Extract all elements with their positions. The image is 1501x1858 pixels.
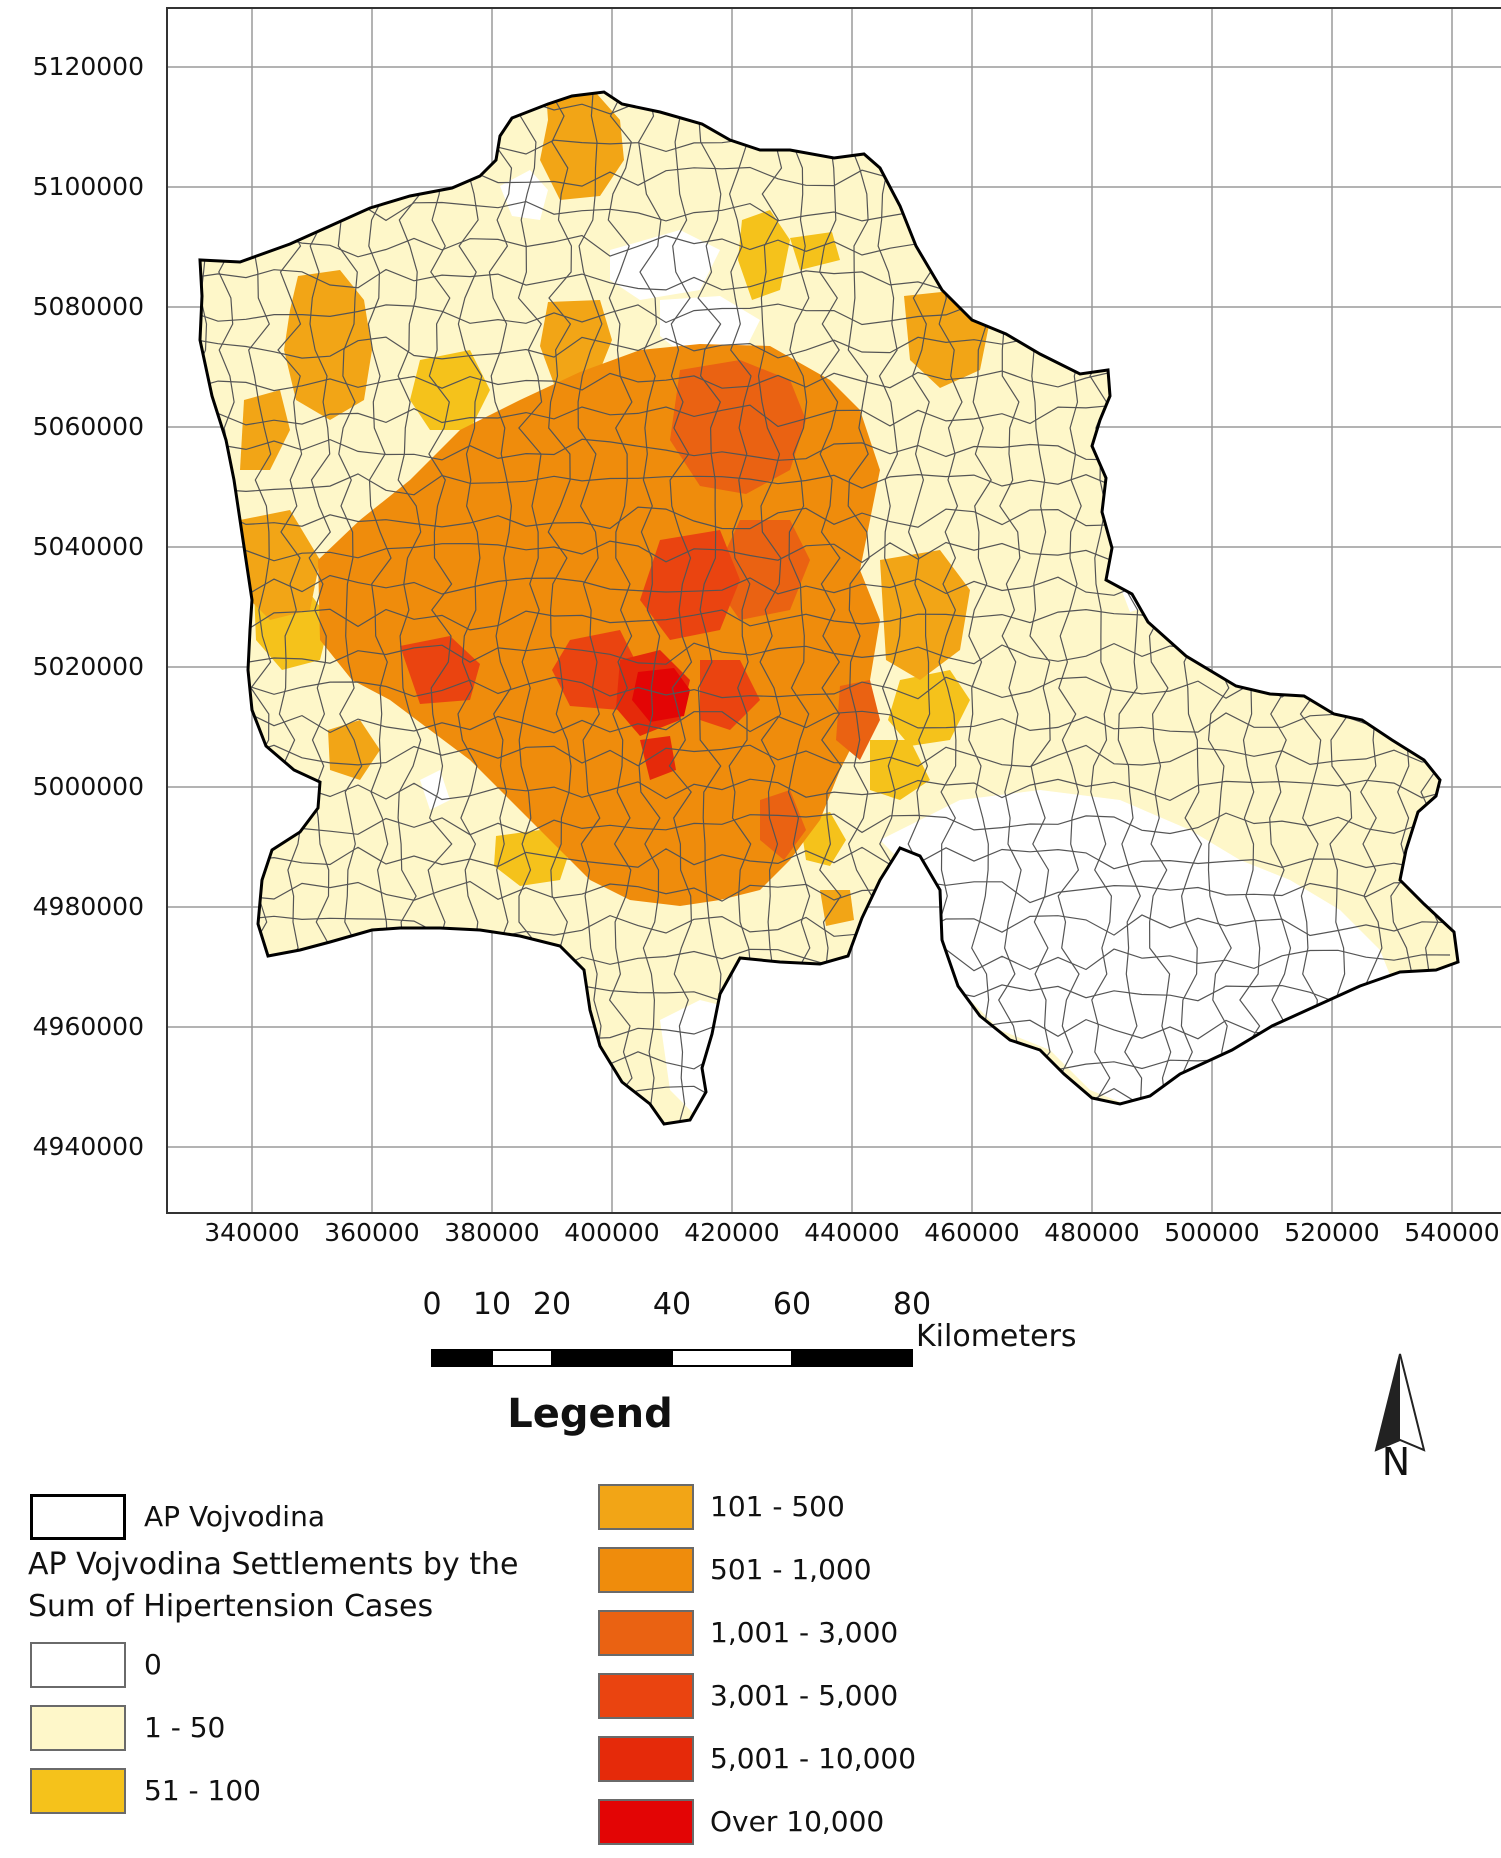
settlement-boundary xyxy=(200,132,1451,155)
x-tick-label: 460000 xyxy=(924,1218,1020,1247)
settlement-boundary xyxy=(200,914,1451,938)
boundary-label: AP Vojvodina xyxy=(144,1500,325,1533)
class-label: 51 - 100 xyxy=(144,1774,261,1807)
settlement-boundary xyxy=(577,92,603,1124)
settlement-boundary xyxy=(607,92,633,1124)
x-tick-label: 420000 xyxy=(684,1218,780,1247)
class-label: 0 xyxy=(144,1648,162,1681)
x-tick-label: 380000 xyxy=(444,1218,540,1247)
class-label: 1,001 - 3,000 xyxy=(710,1616,899,1649)
boundary-swatch xyxy=(30,1494,126,1540)
class-swatch xyxy=(598,1799,694,1845)
scale-bar-unit: Kilometers xyxy=(916,1319,1077,1354)
class-swatch xyxy=(598,1547,694,1593)
class-label: 501 - 1,000 xyxy=(710,1553,872,1586)
x-tick-label: 520000 xyxy=(1284,1218,1380,1247)
x-tick-label: 340000 xyxy=(204,1218,300,1247)
settlement-boundary xyxy=(200,676,1451,700)
map-frame xyxy=(166,7,1501,1214)
y-tick-label: 4960000 xyxy=(32,1012,144,1041)
class-swatch xyxy=(598,1736,694,1782)
y-tick-label: 5060000 xyxy=(32,412,144,441)
settlement-boundary xyxy=(1417,92,1443,1124)
y-tick-label: 5020000 xyxy=(32,652,144,681)
y-tick-label: 4940000 xyxy=(32,1132,144,1161)
class-swatch xyxy=(598,1484,694,1530)
settlement-boundary xyxy=(200,1050,1451,1074)
north-label: N xyxy=(1381,1440,1411,1484)
y-tick-label: 5000000 xyxy=(32,772,144,801)
class-swatch xyxy=(30,1642,126,1688)
class-label: 101 - 500 xyxy=(710,1490,845,1523)
scale-bar-label: 20 xyxy=(532,1287,572,1322)
x-tick-label: 540000 xyxy=(1404,1218,1500,1247)
scale-bar-label: 10 xyxy=(472,1287,512,1322)
settlement-boundary xyxy=(787,92,811,1124)
settlement-boundary xyxy=(200,99,1451,122)
class-swatch xyxy=(30,1768,126,1814)
y-tick-label: 5120000 xyxy=(32,52,144,81)
settlement-boundary xyxy=(200,846,1451,870)
x-tick-label: 500000 xyxy=(1164,1218,1260,1247)
x-tick-label: 480000 xyxy=(1044,1218,1140,1247)
x-tick-label: 400000 xyxy=(564,1218,660,1247)
settlement-boundary xyxy=(200,744,1451,768)
settlement-boundary xyxy=(218,92,242,1124)
class-label: 1 - 50 xyxy=(144,1711,226,1744)
settlement-boundary xyxy=(200,92,212,1124)
settlement-boundary xyxy=(200,812,1451,836)
settlement-boundary xyxy=(200,1084,1451,1108)
y-tick-label: 5100000 xyxy=(32,172,144,201)
settlement-boundary xyxy=(200,710,1451,734)
class-label: 5,001 - 10,000 xyxy=(710,1742,917,1775)
settlement-boundary xyxy=(728,92,752,1124)
x-tick-label: 440000 xyxy=(804,1218,900,1247)
y-tick-label: 5080000 xyxy=(32,292,144,321)
class-swatch xyxy=(30,1705,126,1751)
scale-bar-label: 80 xyxy=(892,1287,932,1322)
y-tick-label: 5040000 xyxy=(32,532,144,561)
settlement-boundary xyxy=(668,92,693,1124)
scale-bar-label: 40 xyxy=(652,1287,692,1322)
north-arrow-icon xyxy=(1374,1353,1426,1452)
settlement-boundary xyxy=(819,92,843,1124)
settlement-boundary xyxy=(200,778,1451,802)
y-tick-label: 4980000 xyxy=(32,892,144,921)
class-label: 3,001 - 5,000 xyxy=(710,1679,899,1712)
settlement-boundary xyxy=(757,92,783,1124)
legend-title: Legend xyxy=(507,1391,673,1437)
class-label: Over 10,000 xyxy=(710,1805,885,1838)
scale-bar-label: 60 xyxy=(772,1287,812,1322)
scale-bar xyxy=(431,1349,913,1367)
x-tick-label: 360000 xyxy=(324,1218,420,1247)
legend-heading: AP Vojvodina Settlements by the Sum of H… xyxy=(28,1547,519,1624)
settlement-boundary xyxy=(638,92,662,1124)
class-swatch xyxy=(598,1673,694,1719)
scale-bar-label: 0 xyxy=(422,1287,442,1322)
settlement-fill-layer xyxy=(200,92,1458,1124)
class-swatch xyxy=(598,1610,694,1656)
settlement-boundary xyxy=(697,92,723,1124)
